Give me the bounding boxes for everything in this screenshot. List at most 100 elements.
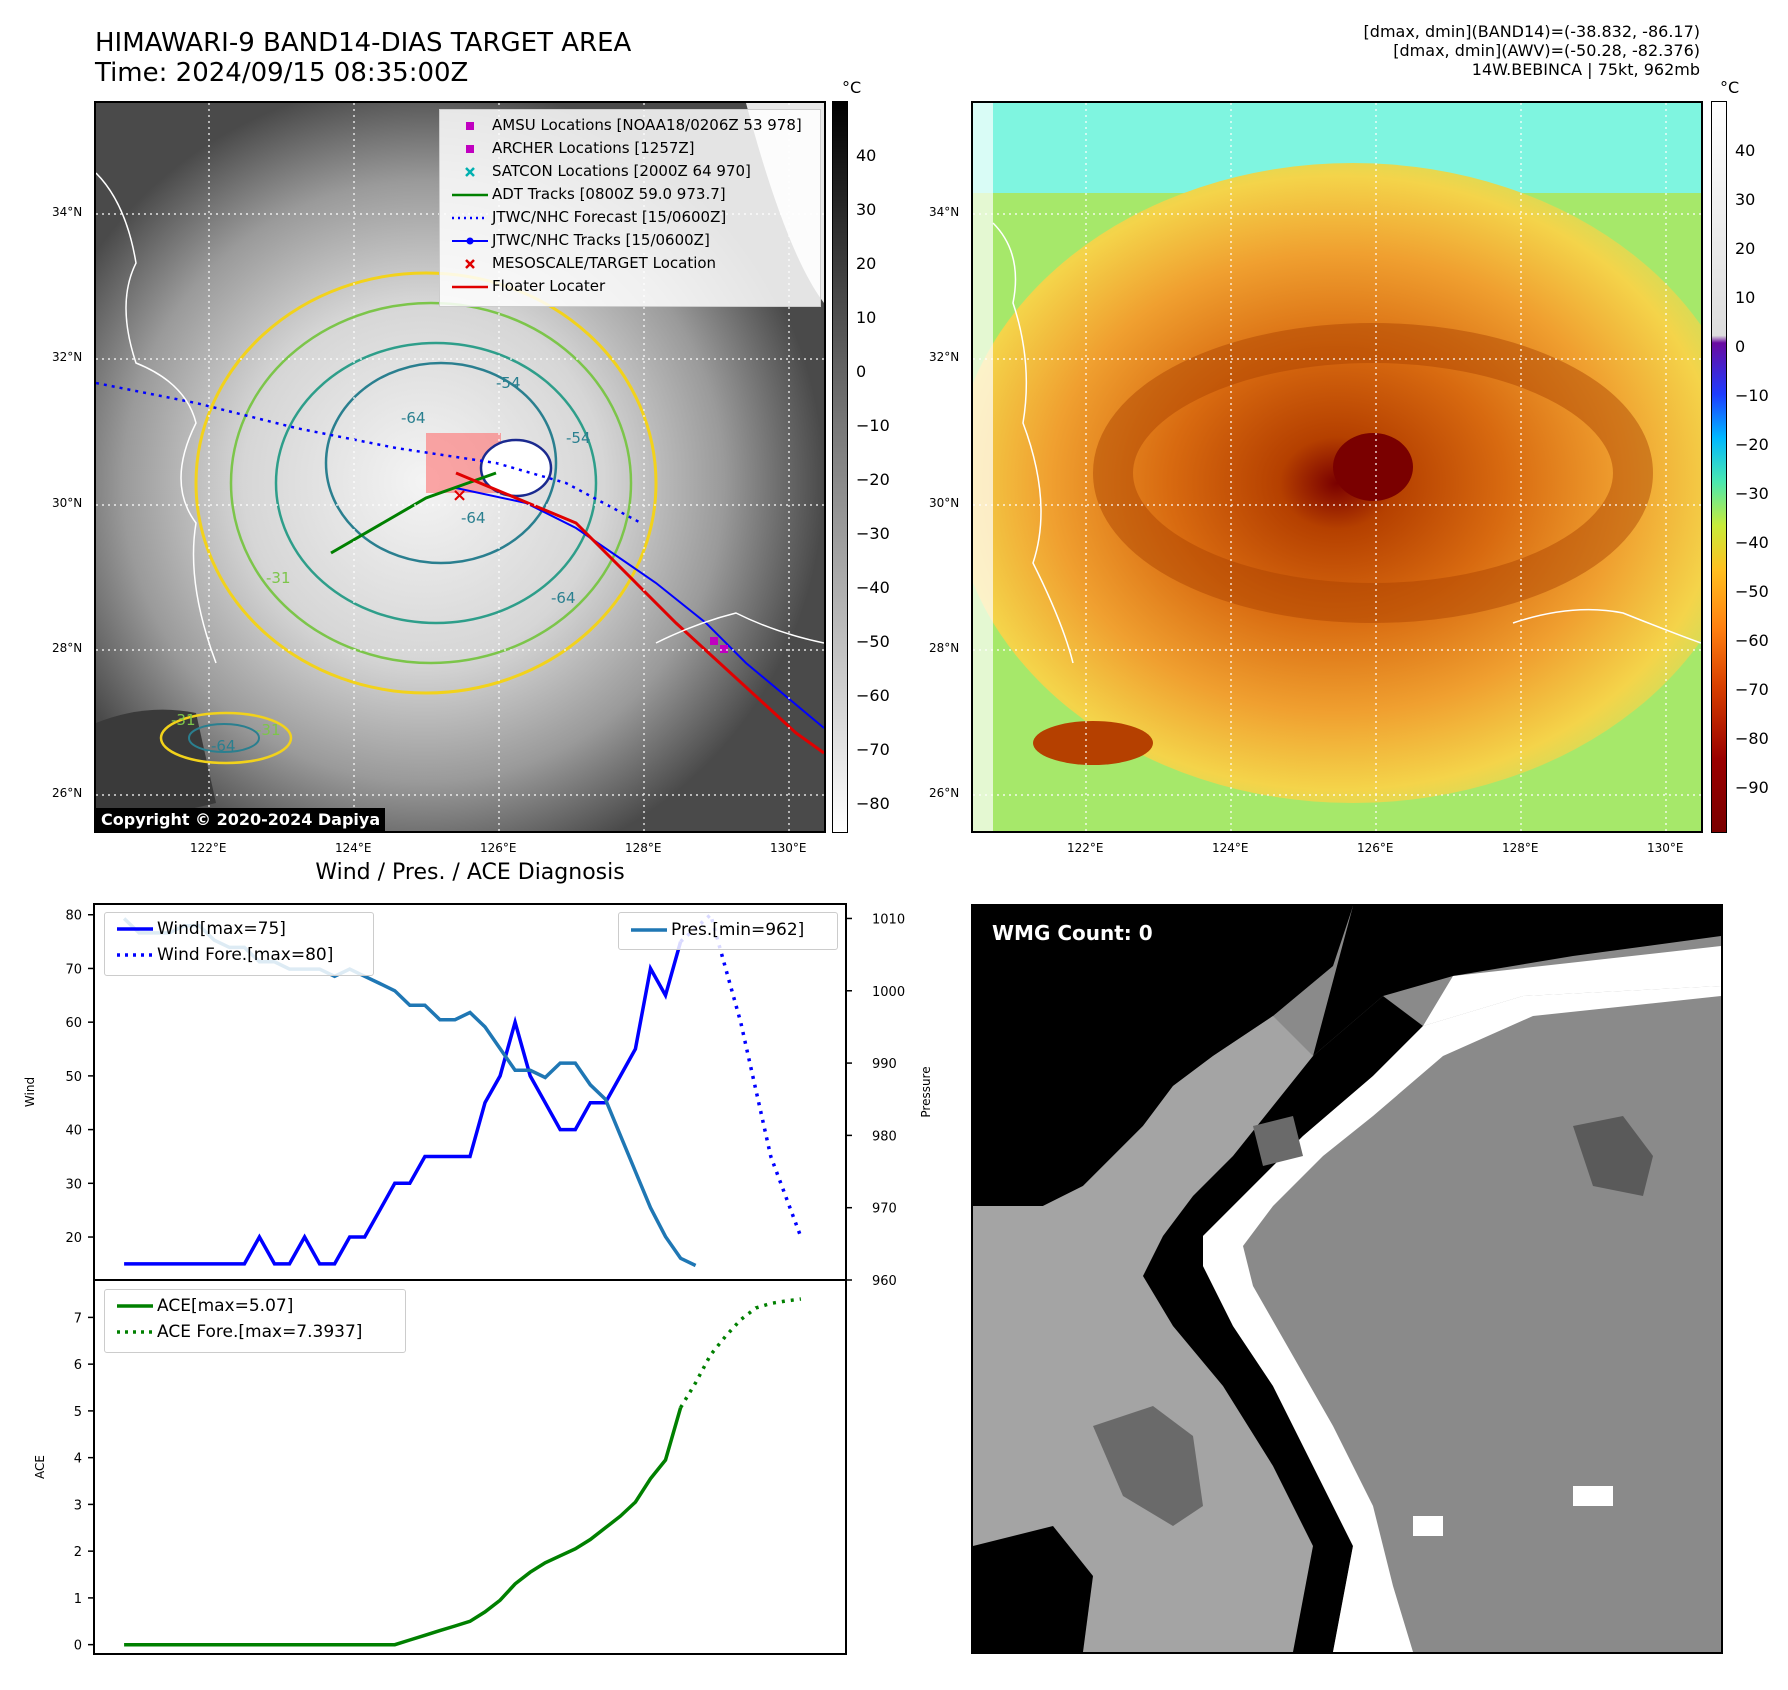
colorbar-tick-label: −60: [856, 686, 890, 705]
lat-label: 30°N: [929, 496, 960, 510]
ace-tick-label: 5: [74, 1405, 82, 1420]
colorbar-tick-label: −50: [856, 632, 890, 651]
lon-label: 128°E: [625, 841, 662, 855]
contour-label: -64: [551, 589, 576, 607]
contour-label: -31: [266, 569, 291, 587]
lat-label: 32°N: [929, 350, 960, 364]
lon-label: 126°E: [1357, 841, 1394, 855]
wind-tick-label: 60: [65, 1016, 82, 1031]
ace-tick-label: 2: [74, 1545, 82, 1560]
colorbar-tick-label: −10: [856, 416, 890, 435]
wind-tick-label: 50: [65, 1070, 82, 1085]
colorbar-tick-label: 20: [1735, 239, 1756, 258]
wind-tick-label: 30: [65, 1177, 82, 1192]
colorbar-tick-label: 30: [1735, 190, 1756, 209]
lon-label: 126°E: [480, 841, 517, 855]
ace-tick-label: 7: [74, 1311, 82, 1326]
contour-label: -31: [171, 711, 196, 729]
title-line-2: Time: 2024/09/15 08:35:00Z: [95, 58, 469, 88]
contour-label: -64: [461, 509, 486, 527]
contour-label: -54: [496, 374, 521, 392]
chart-title: Wind / Pres. / ACE Diagnosis: [315, 860, 625, 885]
wmg-classification-image: [973, 906, 1721, 1652]
lat-label: 30°N: [52, 496, 83, 510]
line-marker-icon: [115, 1298, 155, 1314]
line-marker-icon: [115, 921, 155, 937]
colorbar-tick-label: 0: [856, 362, 867, 381]
colorbar-tick-label: −20: [1735, 435, 1769, 454]
line-marker-icon: [629, 922, 669, 938]
colorbar-tick-label: −40: [856, 578, 890, 597]
ir-color-imagery: [973, 103, 1701, 831]
ace-tick-label: 0: [74, 1639, 82, 1654]
colorbar-tick-label: −60: [1735, 631, 1769, 650]
contour-label: -54: [566, 429, 591, 447]
series-line-ace-fore-: [679, 1297, 802, 1409]
dotted-line-icon: [115, 1324, 155, 1340]
line-marker-icon: [450, 187, 490, 203]
colorbar-tick-label: −20: [856, 470, 890, 489]
colorbar-tick-label: 10: [1735, 288, 1756, 307]
lat-label: 26°N: [929, 786, 960, 800]
colorbar-tick-label: −80: [856, 794, 890, 813]
contour-label: -64: [401, 409, 426, 427]
colorbar-unit: °C: [1720, 78, 1740, 97]
ace-tick-label: 1: [74, 1592, 82, 1607]
contour-label: -31: [256, 721, 281, 739]
colorbar-tick-label: −10: [1735, 386, 1769, 405]
colorbar-tick-label: 30: [856, 200, 877, 219]
lat-label: 32°N: [52, 350, 83, 364]
square-marker-icon: [450, 118, 490, 134]
lon-label: 124°E: [1212, 841, 1249, 855]
pressure-legend: Pres.[min=962]: [618, 912, 838, 950]
info-line-2: [dmax, dmin](AWV)=(-50.28, -82.376): [1393, 41, 1700, 60]
line-dot-icon: [450, 233, 490, 249]
wind-tick-label: 40: [65, 1124, 82, 1139]
ace-axis-label: ACE: [33, 1455, 47, 1479]
ir-color-map: [971, 101, 1703, 833]
lat-label: 26°N: [52, 786, 83, 800]
colorbar-tick-label: −30: [1735, 484, 1769, 503]
colorbar-unit: °C: [842, 78, 862, 97]
colorbar-tick-label: −40: [1735, 533, 1769, 552]
info-line-1: [dmax, dmin](BAND14)=(-38.832, -86.17): [1363, 22, 1700, 41]
map-legend: AMSU Locations [NOAA18/0206Z 53 978] ARC…: [439, 109, 821, 307]
lon-label: 130°E: [770, 841, 807, 855]
wmg-count-badge: WMG Count: 0: [985, 918, 1160, 948]
colorbar-tick-label: 20: [856, 254, 877, 273]
wind-legend: Wind[max=75] Wind Fore.[max=80]: [104, 912, 374, 976]
colorbar-tick-label: 40: [856, 146, 877, 165]
dotted-line-icon: [450, 210, 490, 226]
lon-label: 128°E: [1502, 841, 1539, 855]
pressure-tick-label: 1010: [872, 912, 905, 927]
colorbar-tick-label: 40: [1735, 141, 1756, 160]
ace-tick-label: 6: [74, 1358, 82, 1373]
svg-text:×: ×: [452, 485, 467, 506]
color-colorbar: [1711, 101, 1727, 833]
pressure-axis-label: Pressure: [919, 1066, 933, 1117]
x-marker-icon: [450, 164, 490, 180]
pressure-tick-label: 980: [872, 1129, 897, 1144]
wmg-panel: WMG Count: 0: [971, 904, 1723, 1654]
ace-tick-label: 4: [74, 1452, 82, 1467]
wind-tick-label: 80: [65, 909, 82, 924]
grayscale-colorbar: [832, 101, 848, 833]
colorbar-tick-label: 10: [856, 308, 877, 327]
lat-label: 34°N: [929, 205, 960, 219]
wind-tick-label: 70: [65, 962, 82, 977]
colorbar-tick-label: −90: [1735, 778, 1769, 797]
copyright-badge: Copyright © 2020-2024 Dapiya: [96, 808, 386, 831]
lon-label: 124°E: [335, 841, 372, 855]
x-marker-icon: [450, 256, 490, 272]
pressure-tick-label: 1000: [872, 985, 905, 1000]
line-marker-icon: [450, 279, 490, 295]
pressure-tick-label: 990: [872, 1057, 897, 1072]
lon-label: 130°E: [1647, 841, 1684, 855]
series-line-wind: [124, 941, 683, 1266]
ace-legend: ACE[max=5.07] ACE Fore.[max=7.3937]: [104, 1289, 406, 1353]
lon-label: 122°E: [190, 841, 227, 855]
pressure-tick-label: 970: [872, 1202, 897, 1217]
colorbar-tick-label: −70: [1735, 680, 1769, 699]
colorbar-tick-label: 0: [1735, 337, 1746, 356]
ace-tick-label: 3: [74, 1498, 82, 1513]
